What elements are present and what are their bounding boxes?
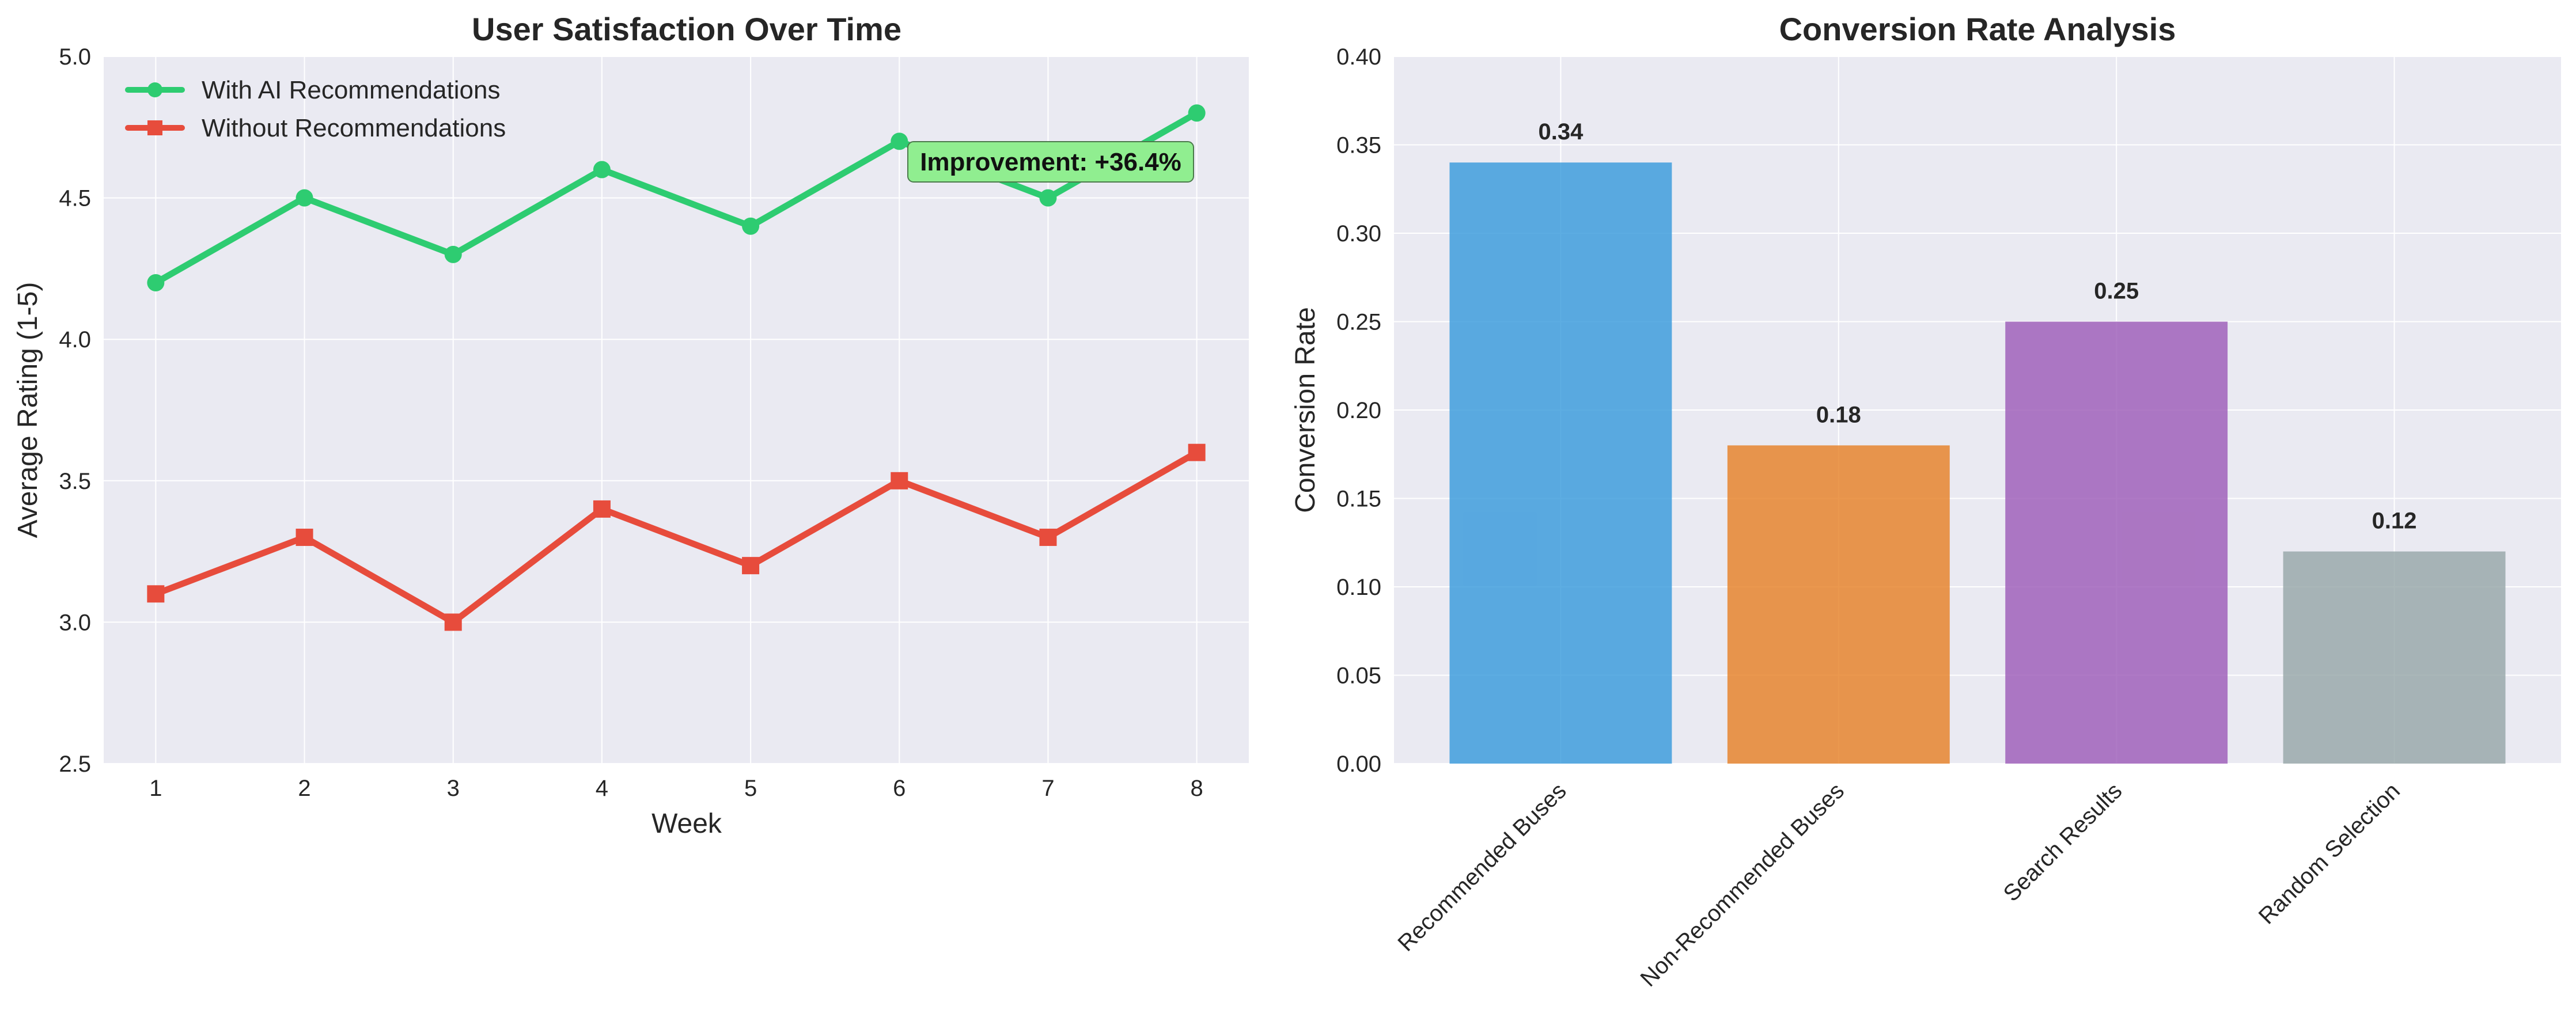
data-point [742, 217, 760, 235]
bar-chart-y-tick-label: 0.35 [1336, 133, 1381, 158]
bar-chart-title: Conversion Rate Analysis [1779, 11, 2176, 47]
line-chart-series [147, 104, 1206, 631]
line-chart-x-ticks: 1 2 3 4 5 6 7 8 [149, 776, 1203, 801]
bar-value-label: 0.18 [1816, 402, 1861, 427]
bar-category-label: Recommended Buses [1393, 778, 1571, 956]
line-chart-x-tick-label: 2 [298, 776, 310, 801]
bar-chart-y-tick-label: 0.15 [1336, 487, 1381, 512]
bar-value-label: 0.34 [1538, 119, 1584, 145]
bar-category-label: Non-Recommended Buses [1635, 778, 1849, 992]
data-point [1039, 529, 1057, 547]
line-chart-y-tick-label: 5.0 [59, 44, 91, 70]
series-line-1 [152, 449, 1200, 625]
bar-chart-y-tick-label: 0.20 [1336, 398, 1381, 423]
line-chart-x-tick-label: 6 [893, 776, 906, 801]
bar-category-label: Search Results [1999, 778, 2127, 906]
legend-marker-without [147, 120, 162, 135]
bar-chart-y-tick-label: 0.30 [1336, 221, 1381, 246]
data-point [147, 585, 165, 603]
bar-chart-y-tick-label: 0.10 [1336, 575, 1381, 600]
line-chart-y-tick-label: 4.5 [59, 186, 91, 211]
line-chart-legend: With AI Recommendations Without Recommen… [125, 76, 506, 142]
data-point [444, 613, 462, 631]
data-point [891, 472, 908, 489]
line-chart-x-tick-label: 1 [149, 776, 162, 801]
data-point [444, 245, 462, 263]
bar-chart-panel: Conversion Rate Analysis Conversion Rate… [1290, 11, 2561, 992]
line-chart-x-tick-label: 3 [447, 776, 460, 801]
line-chart-x-tick-label: 5 [744, 776, 757, 801]
data-point [742, 557, 760, 575]
line-chart-x-tick-label: 7 [1041, 776, 1054, 801]
legend-marker-with-ai [147, 82, 162, 97]
improvement-annotation-text: Improvement: +36.4% [920, 148, 1181, 176]
bar-value-label: 0.25 [2094, 279, 2139, 304]
legend-item-with-ai: With AI Recommendations [125, 76, 500, 104]
legend-item-without: Without Recommendations [125, 114, 506, 142]
improvement-annotation: Improvement: +36.4% [907, 141, 1194, 183]
line-chart-y-axis-label: Average Rating (1-5) [13, 282, 43, 538]
data-point [593, 500, 611, 518]
data-point [891, 132, 908, 150]
bar-chart-y-axis-label: Conversion Rate [1290, 307, 1321, 513]
bar-chart-y-tick-label: 0.05 [1336, 663, 1381, 689]
bar-value-label: 0.12 [2372, 508, 2417, 534]
legend-label-without: Without Recommendations [202, 114, 506, 142]
bar [2005, 321, 2228, 764]
data-point [296, 189, 313, 207]
data-point [1188, 104, 1206, 122]
line-chart-panel: User Satisfaction Over Time Week Average… [13, 11, 1249, 839]
legend-label-with-ai: With AI Recommendations [202, 76, 500, 104]
bar-category-label: Random Selection [2254, 778, 2405, 929]
bar-chart-value-labels: 0.34 0.18 0.25 0.12 [1538, 119, 2416, 533]
data-point [593, 161, 611, 179]
bar [1727, 445, 1950, 764]
line-chart-x-tick-label: 8 [1191, 776, 1203, 801]
line-chart-x-axis-label: Week [651, 809, 722, 839]
bar [1449, 162, 1672, 764]
bar-chart-y-tick-label: 0.40 [1336, 44, 1381, 70]
bar-chart-y-tick-label: 0.25 [1336, 310, 1381, 335]
bar-chart-y-ticks: 0.00 0.05 0.10 0.15 0.20 0.25 0.30 0.35 0.40 [1336, 44, 1381, 777]
line-chart-title: User Satisfaction Over Time [472, 11, 901, 47]
bar-chart-y-tick-label: 0.00 [1336, 752, 1381, 777]
bar [2283, 551, 2506, 764]
bar-chart-bars [1449, 162, 2506, 764]
bar-chart-x-ticks: Recommended Buses Non-Recommended Buses Se… [1393, 778, 2405, 992]
improvement-annotation-box [907, 141, 1194, 183]
line-chart-y-tick-label: 2.5 [59, 752, 91, 777]
data-point [296, 529, 313, 547]
data-point [147, 274, 165, 291]
data-point [1039, 189, 1057, 207]
line-chart-y-tick-label: 3.5 [59, 469, 91, 494]
line-chart-x-tick-label: 4 [596, 776, 608, 801]
line-chart-y-tick-label: 3.0 [59, 610, 91, 635]
line-chart-y-tick-label: 4.0 [59, 327, 91, 352]
series-line-0 [152, 109, 1200, 286]
line-chart-grid [104, 56, 1249, 764]
data-point [1188, 443, 1206, 461]
line-chart-y-ticks: 2.5 3.0 3.5 4.0 4.5 5.0 [59, 44, 91, 777]
